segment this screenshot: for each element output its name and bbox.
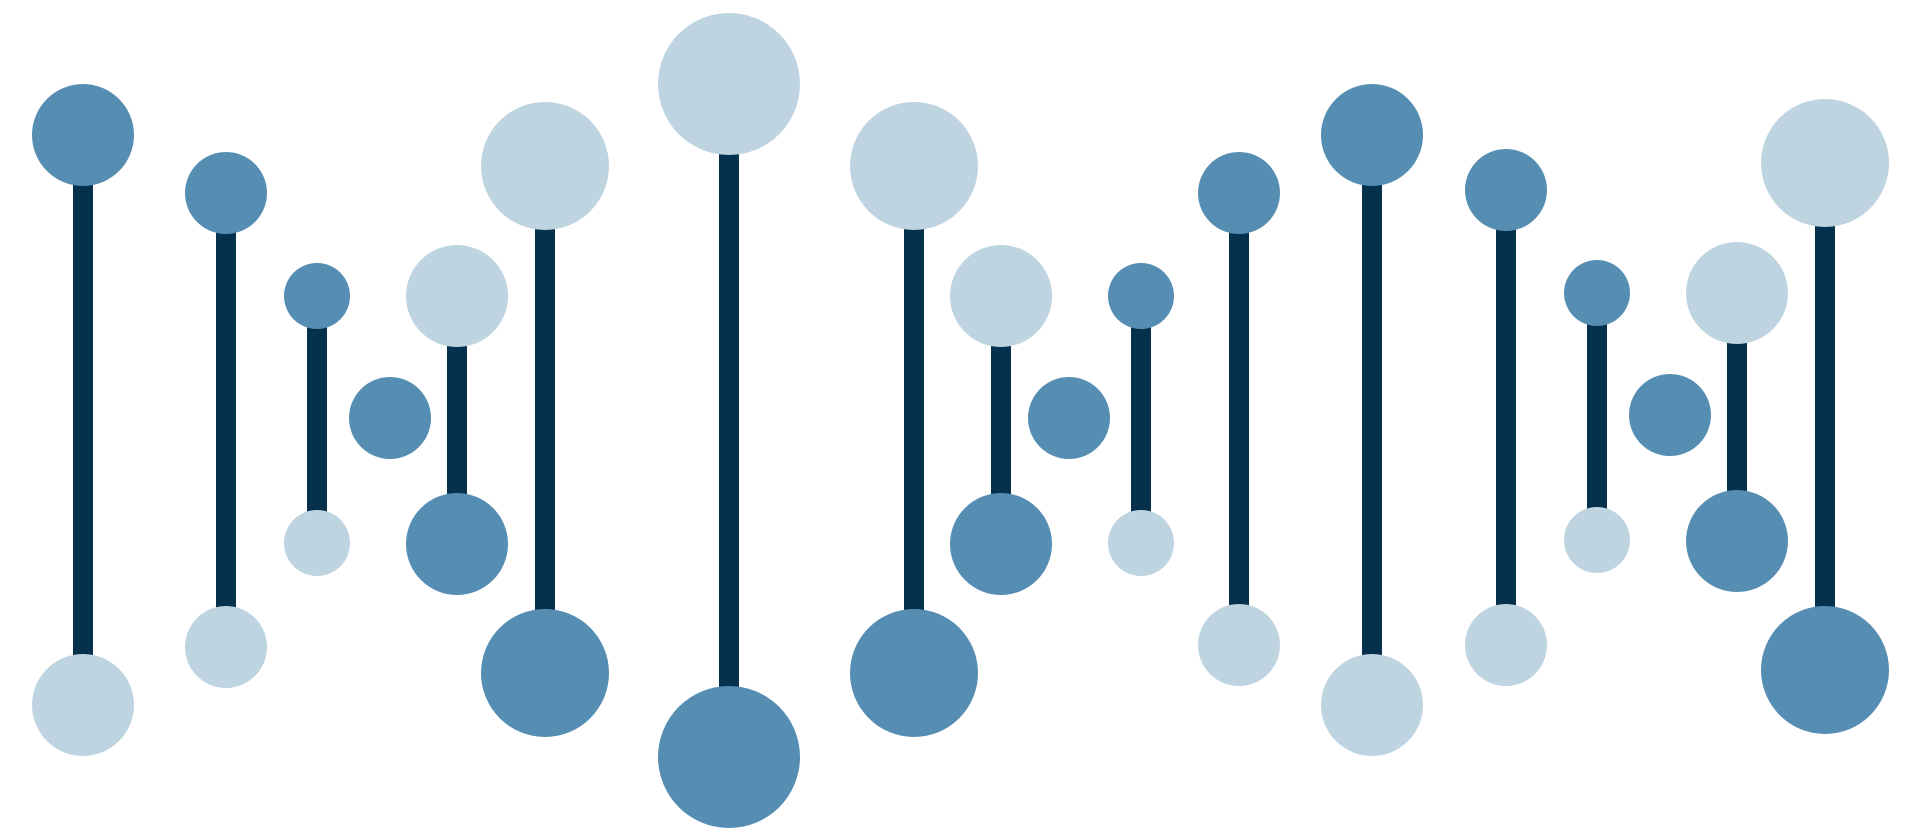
rung-14 — [1686, 242, 1788, 592]
bottom-node — [1761, 606, 1889, 734]
bottom-node — [1108, 510, 1174, 576]
single-nodes-group — [349, 374, 1711, 459]
rung-bar — [1587, 293, 1607, 540]
top-node — [1321, 84, 1423, 186]
bottom-node — [284, 510, 350, 576]
rung-3 — [284, 263, 350, 576]
rung-bar — [1496, 190, 1516, 645]
bottom-node — [32, 654, 134, 756]
rung-bar — [991, 296, 1011, 544]
single-node-3 — [1629, 374, 1711, 456]
rung-9 — [1108, 263, 1174, 576]
rung-15 — [1761, 99, 1889, 734]
rung-bar — [216, 193, 236, 647]
rung-bar — [447, 296, 467, 544]
bottom-node — [1321, 654, 1423, 756]
top-node — [1198, 152, 1280, 234]
rung-bar — [535, 166, 555, 673]
top-node — [32, 84, 134, 186]
bottom-node — [1564, 507, 1630, 573]
bottom-node — [658, 686, 800, 828]
top-node — [1686, 242, 1788, 344]
rung-13 — [1564, 260, 1630, 573]
rung-11 — [1321, 84, 1423, 756]
rung-5 — [481, 102, 609, 737]
top-node — [481, 102, 609, 230]
top-node — [1108, 263, 1174, 329]
top-node — [850, 102, 978, 230]
bottom-node — [1686, 490, 1788, 592]
rung-bar — [1727, 293, 1747, 541]
bottom-node — [850, 609, 978, 737]
bottom-node — [950, 493, 1052, 595]
rung-bar — [307, 296, 327, 543]
top-node — [284, 263, 350, 329]
rung-2 — [185, 152, 267, 688]
rung-bar — [719, 84, 739, 757]
rung-bar — [904, 166, 924, 673]
top-node — [950, 245, 1052, 347]
bottom-node — [1198, 604, 1280, 686]
single-node-1 — [349, 377, 431, 459]
rung-bar — [1815, 163, 1835, 670]
rung-bar — [1229, 193, 1249, 645]
rung-12 — [1465, 149, 1547, 686]
rung-4 — [406, 245, 508, 595]
rungs-group — [32, 13, 1889, 828]
rung-bar — [1362, 135, 1382, 705]
rung-10 — [1198, 152, 1280, 686]
rung-bar — [1131, 296, 1151, 543]
top-node — [1564, 260, 1630, 326]
top-node — [658, 13, 800, 155]
top-node — [185, 152, 267, 234]
bottom-node — [1465, 604, 1547, 686]
bottom-node — [185, 606, 267, 688]
bottom-node — [406, 493, 508, 595]
top-node — [406, 245, 508, 347]
rung-1 — [32, 84, 134, 756]
top-node — [1465, 149, 1547, 231]
single-node-2 — [1028, 377, 1110, 459]
bottom-node — [481, 609, 609, 737]
rung-bar — [73, 135, 93, 705]
rung-7 — [850, 102, 978, 737]
rung-8 — [950, 245, 1052, 595]
rung-6 — [658, 13, 800, 828]
top-node — [1761, 99, 1889, 227]
